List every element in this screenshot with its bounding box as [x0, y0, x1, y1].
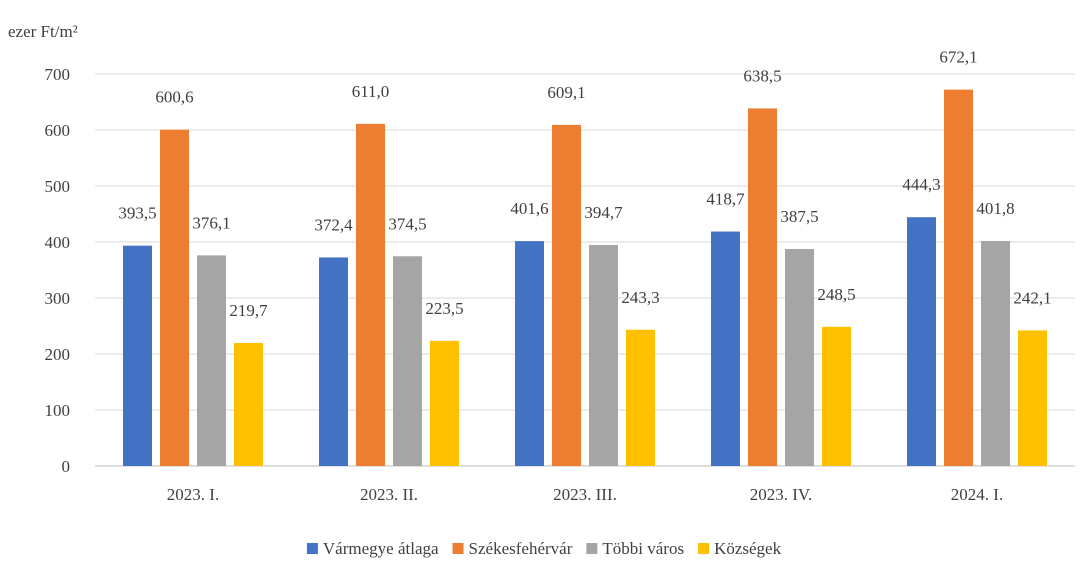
y-tick-label-200: 200 [45, 345, 71, 364]
y-tick-label-500: 500 [45, 177, 71, 196]
data-label-3-4: 387,5 [780, 207, 818, 226]
data-label-4-4: 248,5 [817, 285, 855, 304]
bar-3-3 [589, 244, 618, 466]
bar-2-5 [944, 89, 973, 467]
legend: Vármegye átlaga Székesfehérvár Többi város… [306, 539, 782, 558]
x-tick-label-1: 2023. I. [167, 485, 219, 504]
y-tick-label-600: 600 [45, 121, 71, 140]
bar-2-2 [356, 123, 385, 466]
data-label-2-4: 638,5 [743, 66, 781, 85]
data-label-2-2: 611,0 [352, 82, 390, 101]
bar-3-5 [981, 240, 1010, 466]
y-tick-label-700: 700 [45, 65, 71, 84]
bar-1-3 [515, 241, 544, 466]
data-label-2-3: 609,1 [547, 83, 585, 102]
data-label-3-5: 401,8 [976, 199, 1014, 218]
bar-3-2 [393, 256, 422, 466]
y-axis-ticks: 0 100 200 300 400 500 600 700 [45, 65, 71, 476]
legend-label-4: Községek [714, 539, 782, 558]
bar-3-4 [785, 249, 814, 466]
data-label-4-2: 223,5 [425, 299, 463, 318]
y-tick-label-400: 400 [45, 233, 71, 252]
data-label-1-5: 444,3 [902, 175, 940, 194]
bar-4-3 [626, 329, 655, 466]
y-tick-label-0: 0 [62, 457, 71, 476]
bar-2-1 [160, 129, 189, 466]
bar-1-5 [907, 217, 936, 466]
data-label-2-5: 672,1 [939, 48, 977, 67]
legend-swatch-3 [586, 543, 598, 554]
x-axis-ticks: 2023. I. 2023. II. 2023. III. 2023. IV. 2024… [167, 485, 1003, 504]
bar-4-4 [822, 326, 851, 466]
x-tick-label-5: 2024. I. [951, 485, 1003, 504]
legend-label-2: Székesfehérvár [469, 539, 573, 558]
x-tick-label-2: 2023. II. [360, 485, 418, 504]
data-label-1-4: 418,7 [706, 190, 745, 209]
bar-4-5 [1018, 330, 1047, 466]
legend-swatch-1 [306, 543, 318, 554]
data-label-1-1: 393,5 [118, 204, 156, 223]
legend-label-3: Többi város [602, 539, 684, 558]
data-label-1-3: 401,6 [510, 199, 548, 218]
bar-4-2 [430, 340, 459, 466]
bar-1-1 [123, 245, 152, 466]
data-label-1-2: 372,4 [314, 215, 353, 234]
bar-1-2 [319, 257, 348, 466]
legend-swatch-2 [452, 543, 464, 554]
y-tick-label-300: 300 [45, 289, 71, 308]
bars [123, 89, 1047, 467]
data-label-2-1: 600,6 [155, 88, 193, 107]
legend-label-1: Vármegye átlaga [323, 539, 439, 558]
data-label-3-1: 376,1 [192, 213, 230, 232]
x-tick-label-4: 2023. IV. [750, 485, 813, 504]
legend-swatch-4 [698, 543, 710, 554]
x-tick-label-3: 2023. III. [553, 485, 617, 504]
data-labels: 393,5 600,6 376,1 219,7 372,4 611,0 374,5 223,5… [118, 48, 1051, 320]
bar-4-1 [234, 342, 263, 466]
bar-1-4 [711, 231, 740, 466]
data-label-4-3: 243,3 [621, 288, 659, 307]
bar-2-3 [552, 124, 581, 467]
y-unit-label: ezer Ft/m² [8, 22, 78, 41]
data-label-4-5: 242,1 [1013, 288, 1051, 307]
y-tick-label-100: 100 [45, 401, 71, 420]
bar-2-4 [748, 108, 777, 466]
data-label-3-2: 374,5 [388, 214, 426, 233]
data-label-4-1: 219,7 [229, 301, 268, 320]
data-label-3-3: 394,7 [584, 203, 623, 222]
bar-3-1 [197, 255, 226, 466]
